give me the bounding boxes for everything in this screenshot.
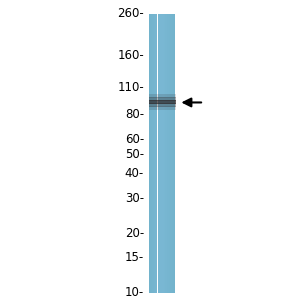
Bar — [163, 14, 164, 292]
Text: 10-: 10- — [125, 286, 144, 299]
Bar — [158, 14, 159, 292]
Bar — [165, 14, 166, 292]
Text: 110-: 110- — [117, 81, 144, 94]
Bar — [155, 14, 156, 292]
Bar — [154, 14, 155, 292]
Bar — [161, 14, 162, 292]
Bar — [148, 103, 176, 107]
Bar — [157, 14, 158, 292]
Bar — [148, 98, 176, 101]
Text: 260-: 260- — [117, 7, 144, 20]
Bar — [149, 14, 150, 292]
Text: 20-: 20- — [125, 226, 144, 240]
Bar — [160, 14, 161, 292]
Bar — [152, 14, 153, 292]
Bar — [174, 14, 175, 292]
Bar — [150, 14, 151, 292]
Text: 80-: 80- — [125, 108, 144, 121]
Bar — [175, 14, 176, 292]
Bar — [148, 14, 149, 292]
Text: 50-: 50- — [125, 148, 144, 161]
Bar — [162, 14, 163, 292]
Bar — [148, 100, 176, 104]
Bar — [148, 94, 176, 98]
Bar — [148, 106, 176, 110]
Bar — [168, 14, 169, 292]
Bar — [169, 14, 170, 292]
Bar — [166, 14, 167, 292]
Bar — [173, 14, 174, 292]
Bar — [172, 14, 173, 292]
Text: 40-: 40- — [125, 167, 144, 180]
Bar — [156, 14, 157, 292]
Text: 60-: 60- — [125, 133, 144, 146]
Bar — [153, 14, 154, 292]
Bar — [161, 14, 162, 292]
Bar — [151, 14, 152, 292]
Bar — [167, 14, 168, 292]
Text: 160-: 160- — [117, 49, 144, 62]
Text: 30-: 30- — [125, 192, 144, 205]
Text: 15-: 15- — [125, 251, 144, 264]
Bar — [164, 14, 165, 292]
Bar — [159, 14, 160, 292]
